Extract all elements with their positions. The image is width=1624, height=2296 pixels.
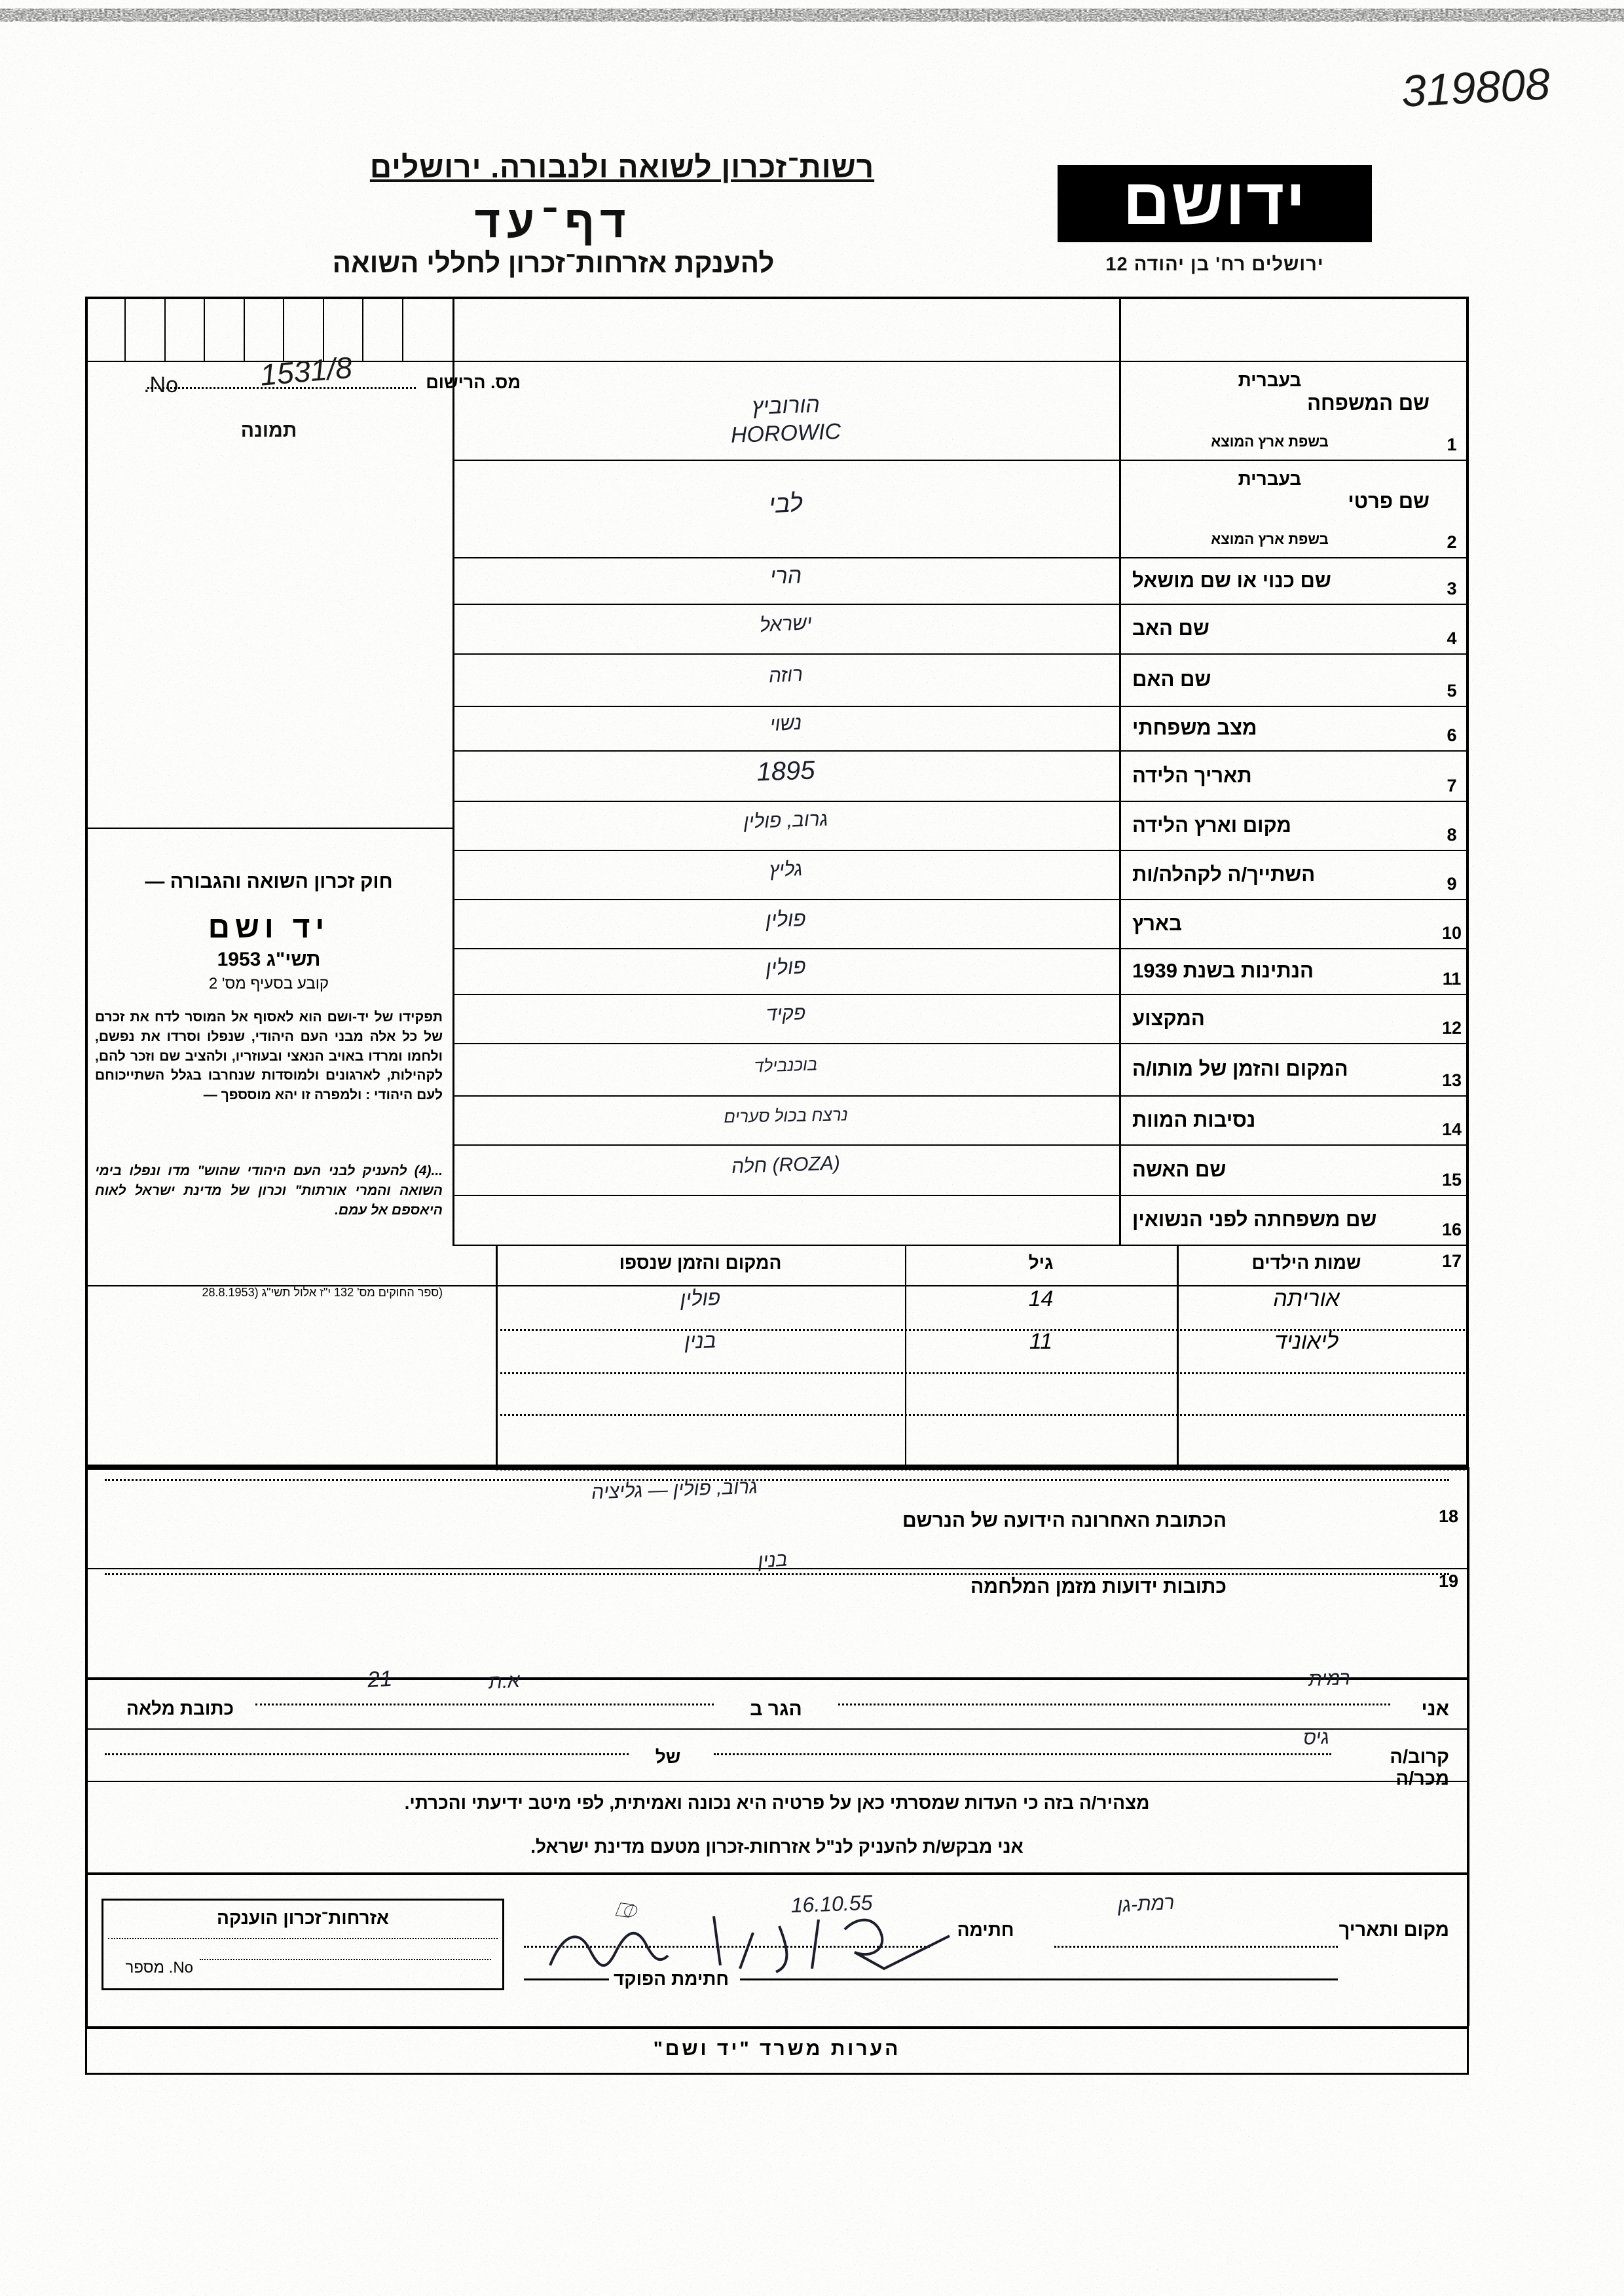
svg-text:ידושם: ידושם (1122, 165, 1306, 238)
